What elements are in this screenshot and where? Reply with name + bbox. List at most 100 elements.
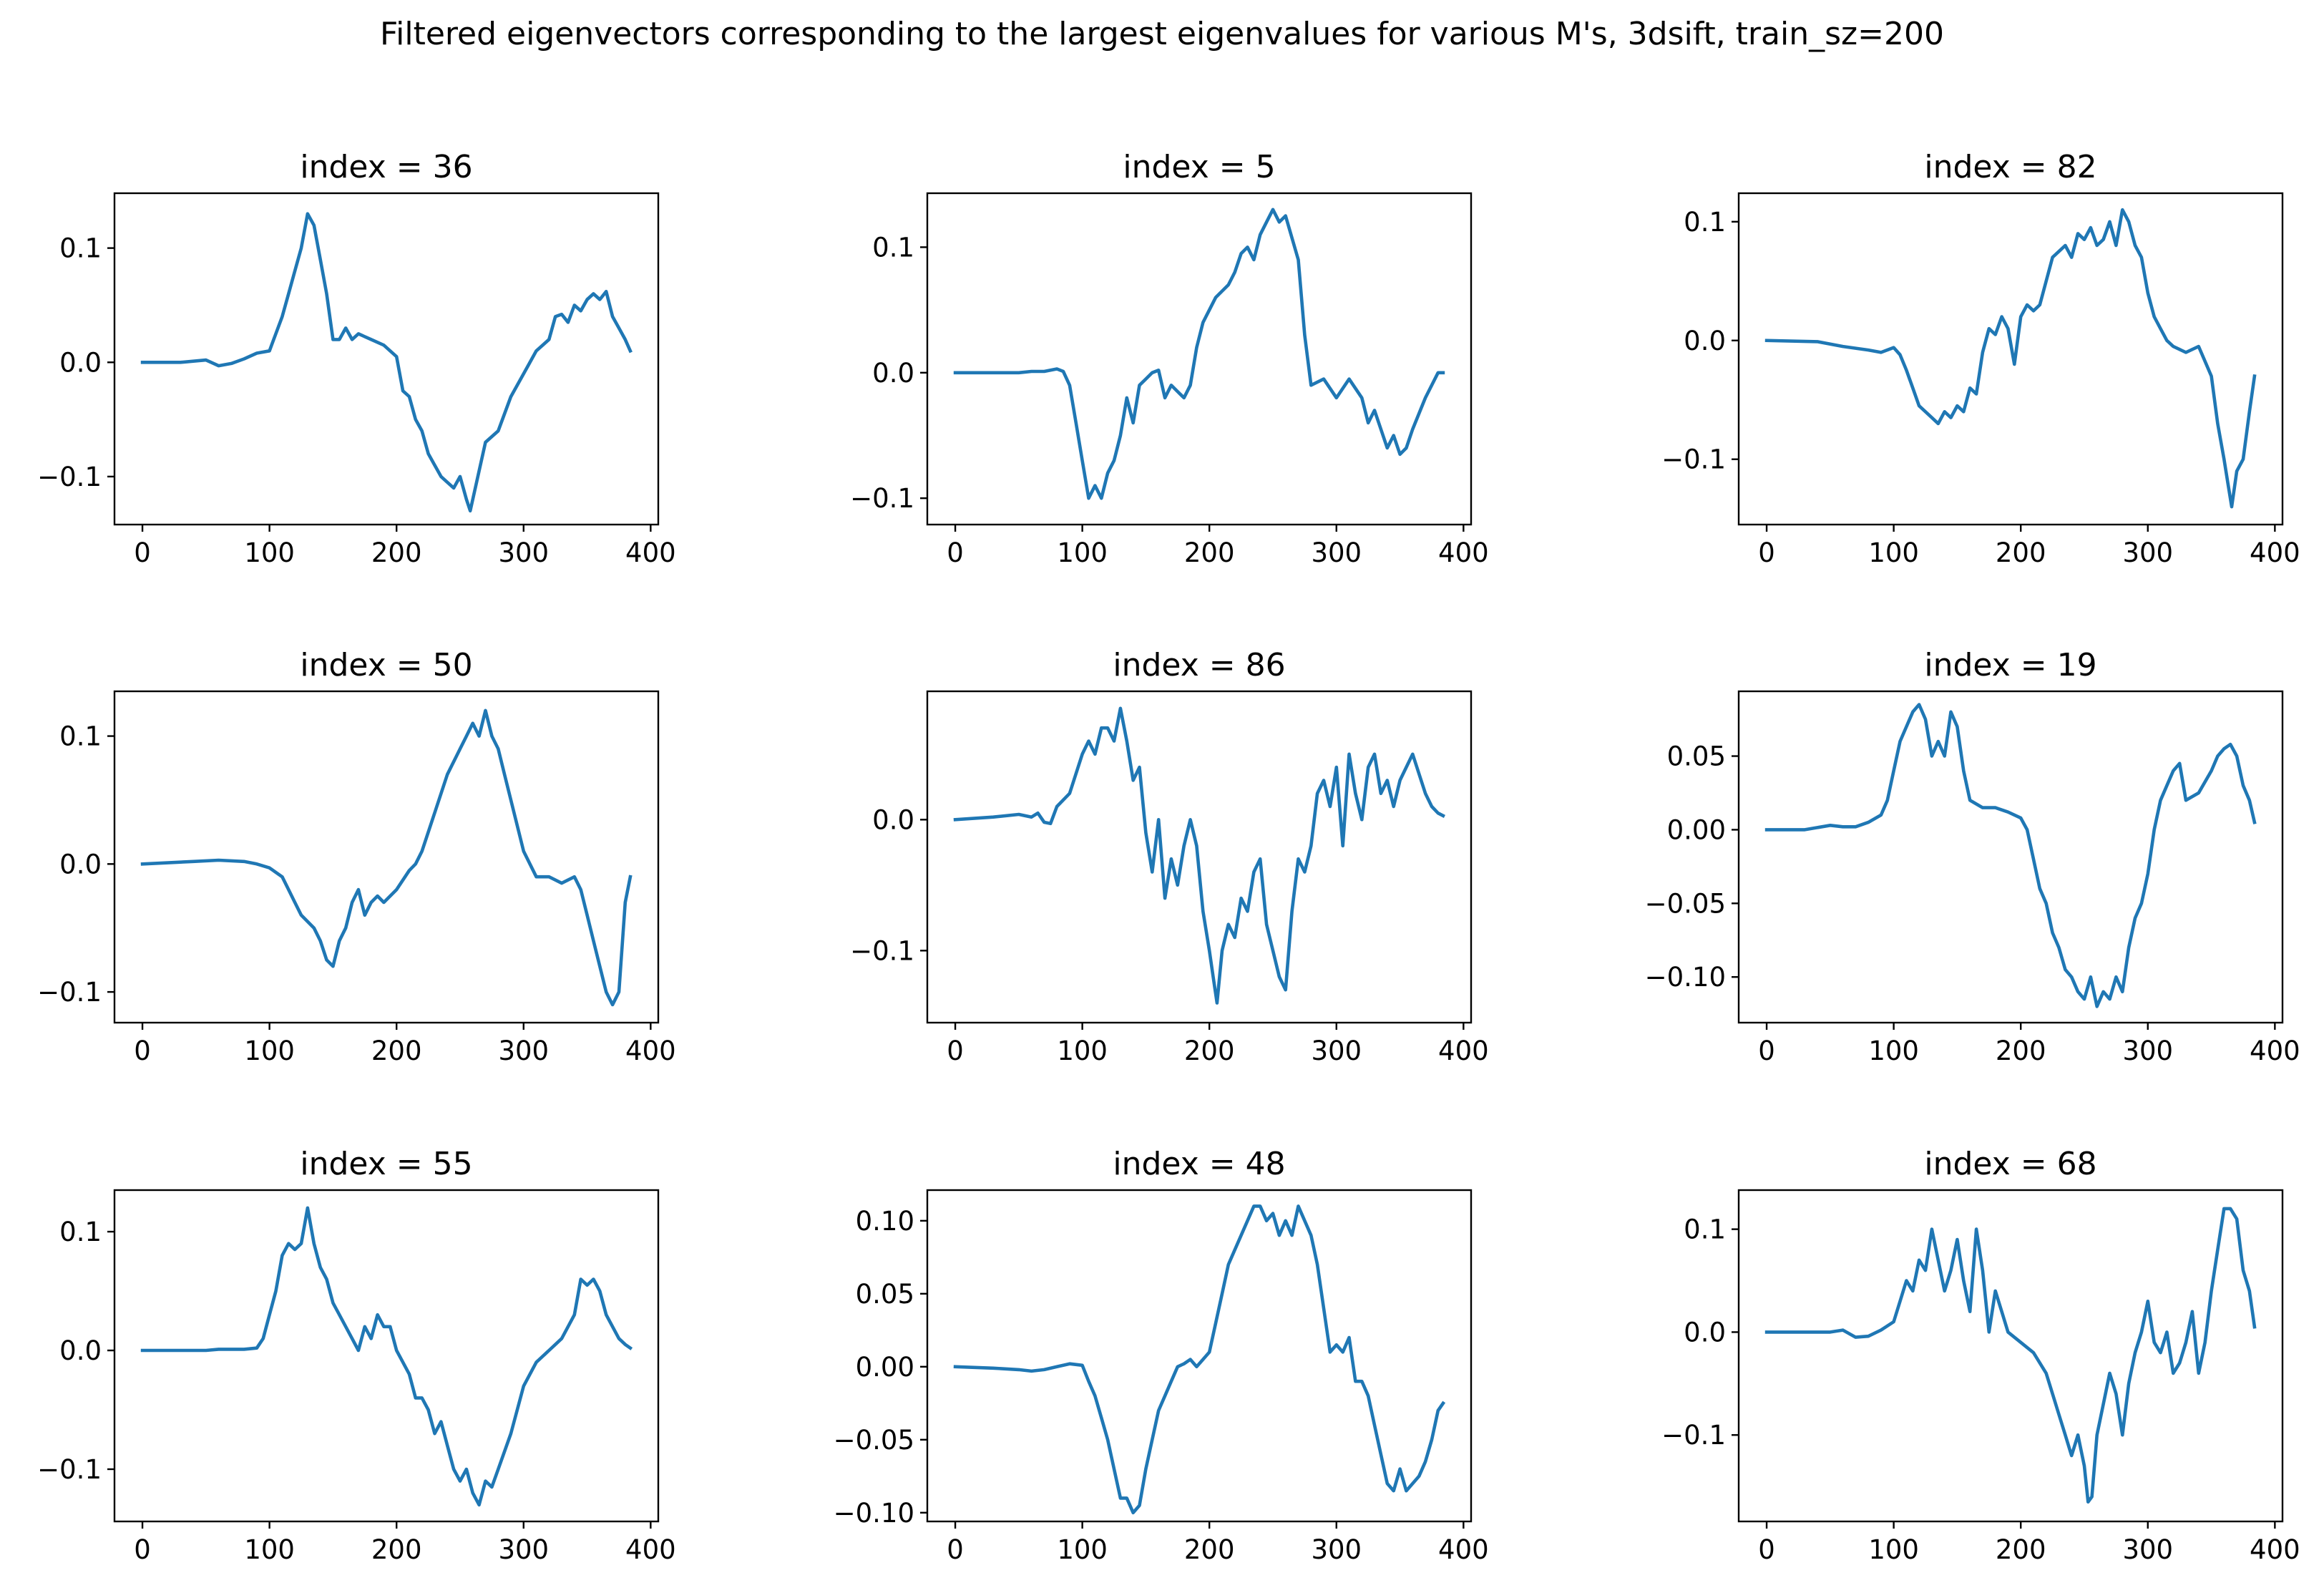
y-tick-label: −0.1 [1661,444,1726,475]
x-tick-label: 0 [1758,1036,1775,1066]
x-tick-label: 100 [1057,1036,1108,1066]
y-tick-label: 0.05 [856,1279,914,1310]
y-tick-label: 0.1 [59,1217,102,1247]
x-tick-label: 300 [1311,537,1362,568]
x-tick-label: 100 [244,537,295,568]
y-tick-label: 0.00 [856,1352,914,1383]
subplot-9: index = 68 0 100 200 300 400 −0.1 0.0 0.1 [1661,1146,2300,1565]
series-line [140,212,633,513]
subplot-title: index = 55 [300,1146,472,1182]
x-tick-label: 0 [947,537,964,568]
y-tick-label: 0.1 [59,721,102,752]
x-tick-label: 400 [1438,1534,1489,1565]
x-tick-label: 200 [371,1534,422,1565]
x-tick-label: 400 [2250,1036,2300,1066]
x-tick-label: 100 [1868,1534,1919,1565]
subplot-7: index = 55 0 100 200 300 400 −0.1 0.0 0.1 [37,1146,676,1565]
x-tick-label: 400 [2250,537,2300,568]
axes-frame [1737,690,2284,1024]
x-tick-label: 100 [1057,1534,1108,1565]
y-tick-label: −0.1 [1661,1420,1726,1451]
series-line [1764,1207,2257,1504]
axes-frame [926,690,1473,1024]
y-tick-label: 0.1 [59,233,102,264]
axes-frame [926,192,1473,526]
x-tick-label: 0 [1758,537,1775,568]
y-tick-label: −0.1 [37,1454,102,1485]
x-tick-label: 400 [625,1036,676,1066]
x-tick-label: 0 [947,1036,964,1066]
subplot-title: index = 19 [1924,647,2096,683]
x-tick-label: 0 [947,1534,964,1565]
subplot-8: index = 48 0 100 200 300 400 −0.10 −0.05 0.00 0.0… [834,1146,1489,1565]
series-line [953,706,1446,1005]
x-tick-label: 300 [1311,1534,1362,1565]
x-tick-label: 200 [1184,537,1235,568]
subplot-5: index = 86 0 100 200 300 400 −0.1 0.0 [850,647,1489,1066]
y-tick-label: 0.0 [59,347,102,378]
subplot-6: index = 19 0 100 200 300 400 −0.10 −0.05 0.00 0.0… [1645,647,2300,1066]
y-tick-label: 0.0 [872,804,914,835]
subplot-title: index = 86 [1113,647,1285,683]
y-tick-label: −0.1 [850,483,914,514]
y-tick-label: 0.0 [1684,326,1726,356]
x-tick-label: 200 [1996,1534,2046,1565]
axes-frame [113,1189,660,1523]
x-tick-label: 300 [2122,1036,2173,1066]
subplot-title: index = 36 [300,149,472,185]
x-tick-label: 0 [1758,1534,1775,1565]
x-tick-label: 400 [1438,1036,1489,1066]
y-tick-label: 0.0 [872,358,914,389]
series-line [140,708,633,1007]
x-tick-label: 100 [244,1036,295,1066]
y-tick-label: 0.1 [1684,207,1726,238]
y-tick-label: 0.10 [856,1206,914,1237]
subplot-title: index = 68 [1924,1146,2096,1182]
y-tick-label: −0.1 [37,462,102,492]
x-tick-label: 400 [2250,1534,2300,1565]
axes-frame [1737,1189,2284,1523]
subplot-4: index = 50 0 100 200 300 400 −0.1 0.0 0.1 [37,647,676,1066]
x-tick-label: 0 [134,1036,151,1066]
y-tick-label: −0.05 [1645,888,1726,919]
y-tick-label: −0.10 [1645,962,1726,993]
x-tick-label: 0 [134,1534,151,1565]
x-tick-label: 200 [1184,1036,1235,1066]
y-tick-label: 0.1 [872,232,914,263]
subplot-3: index = 82 0 100 200 300 400 −0.1 0.0 0.1 [1661,149,2300,568]
x-tick-label: 100 [244,1534,295,1565]
series-line [1764,703,2257,1008]
x-tick-label: 0 [134,537,151,568]
subplot-1: index = 36 0 100 200 300 400 −0.1 0.0 0.1 [37,149,676,568]
subplot-title: index = 48 [1113,1146,1285,1182]
x-tick-label: 300 [498,537,549,568]
subplot-title: index = 50 [300,647,472,683]
x-tick-label: 200 [1184,1534,1235,1565]
axes-frame [926,1189,1473,1523]
y-tick-label: 0.05 [1667,741,1726,772]
y-tick-label: 0.0 [59,1335,102,1366]
axes-frame [1737,192,2284,526]
y-tick-label: 0.0 [1684,1317,1726,1348]
subplot-title: index = 5 [1123,149,1275,185]
x-tick-label: 300 [1311,1036,1362,1066]
series-line [1764,208,2257,509]
axes-frame [113,192,660,526]
x-tick-label: 200 [1996,1036,2046,1066]
series-line [140,1206,633,1507]
series-line [953,208,1445,500]
y-tick-label: 0.0 [59,849,102,880]
x-tick-label: 200 [371,537,422,568]
x-tick-label: 400 [625,537,676,568]
x-tick-label: 300 [498,1036,549,1066]
x-tick-label: 300 [498,1534,549,1565]
y-tick-label: −0.10 [834,1498,914,1529]
y-tick-label: 0.00 [1667,814,1726,845]
x-tick-label: 200 [371,1036,422,1066]
y-tick-label: −0.1 [850,935,914,966]
subplot-title: index = 82 [1924,149,2096,185]
x-tick-label: 100 [1057,537,1108,568]
figure-title: Filtered eigenvectors corresponding to t… [380,16,1944,52]
